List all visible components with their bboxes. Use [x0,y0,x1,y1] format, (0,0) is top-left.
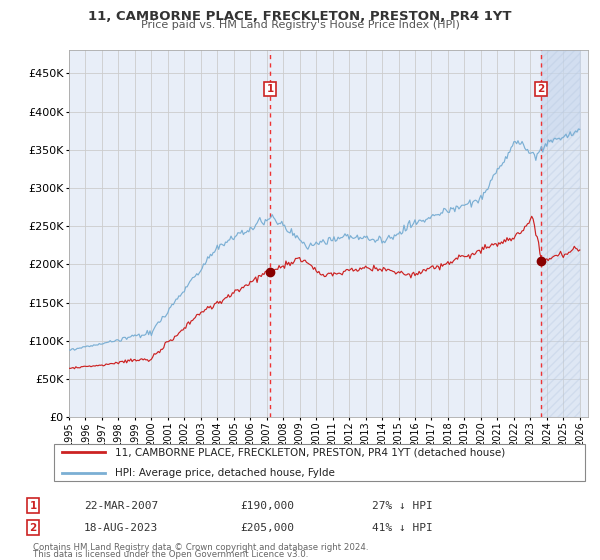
Text: £190,000: £190,000 [240,501,294,511]
Text: 11, CAMBORNE PLACE, FRECKLETON, PRESTON, PR4 1YT: 11, CAMBORNE PLACE, FRECKLETON, PRESTON,… [88,10,512,22]
FancyBboxPatch shape [53,444,586,481]
Text: Price paid vs. HM Land Registry's House Price Index (HPI): Price paid vs. HM Land Registry's House … [140,20,460,30]
Text: This data is licensed under the Open Government Licence v3.0.: This data is licensed under the Open Gov… [33,550,308,559]
Text: Contains HM Land Registry data © Crown copyright and database right 2024.: Contains HM Land Registry data © Crown c… [33,543,368,552]
Text: HPI: Average price, detached house, Fylde: HPI: Average price, detached house, Fyld… [115,468,335,478]
Text: 27% ↓ HPI: 27% ↓ HPI [372,501,433,511]
Text: 18-AUG-2023: 18-AUG-2023 [84,522,158,533]
Text: 11, CAMBORNE PLACE, FRECKLETON, PRESTON, PR4 1YT (detached house): 11, CAMBORNE PLACE, FRECKLETON, PRESTON,… [115,447,506,458]
Text: 1: 1 [29,501,37,511]
Text: 41% ↓ HPI: 41% ↓ HPI [372,522,433,533]
Text: 2: 2 [537,84,544,94]
Text: £205,000: £205,000 [240,522,294,533]
Text: 1: 1 [267,84,274,94]
Text: 2: 2 [29,522,37,533]
Text: 22-MAR-2007: 22-MAR-2007 [84,501,158,511]
